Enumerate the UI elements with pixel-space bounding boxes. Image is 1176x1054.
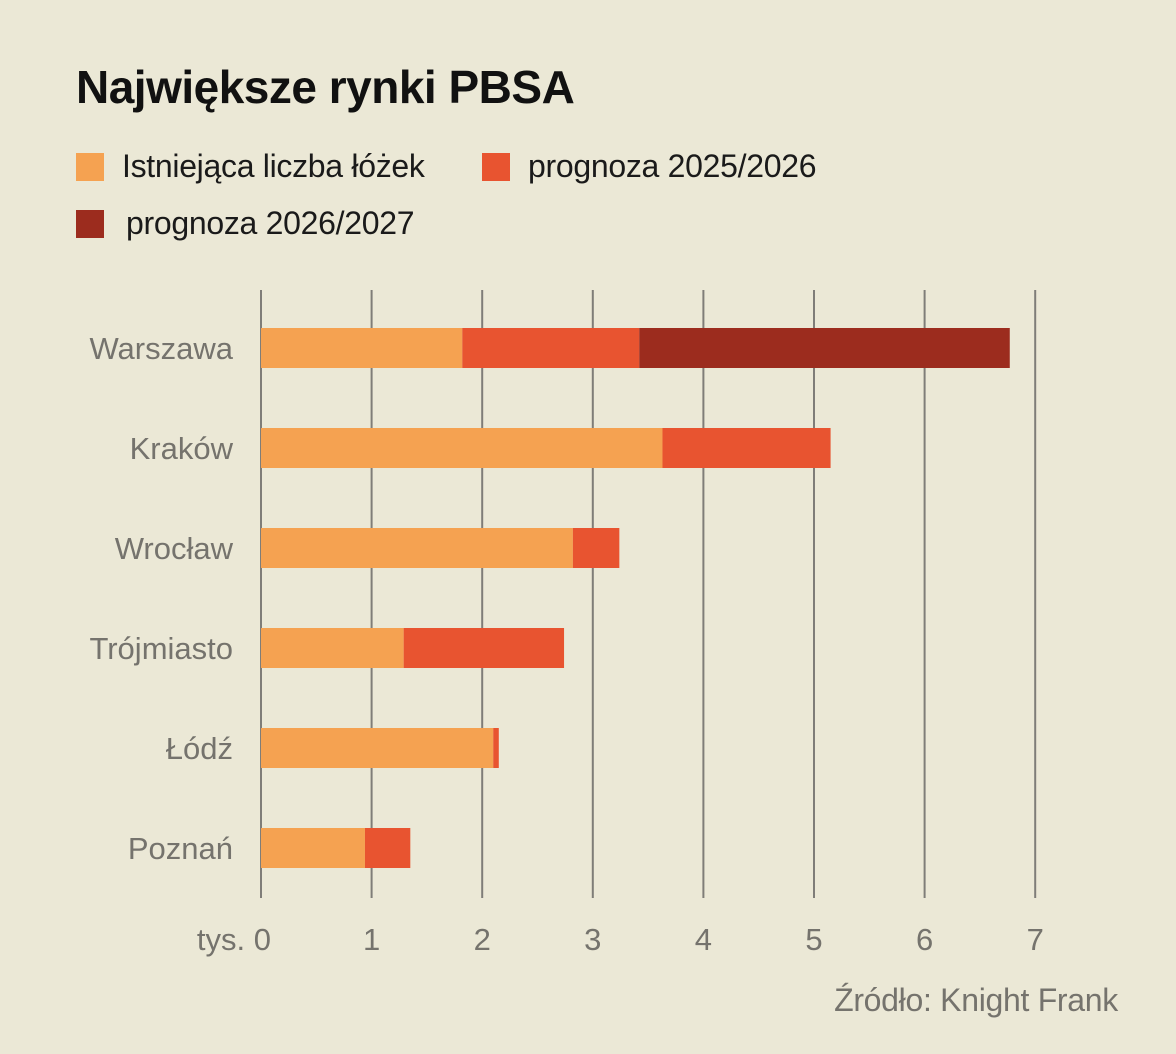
legend-label-existing: Istniejąca liczba łóżek bbox=[122, 148, 425, 184]
category-label-3: Trójmiasto bbox=[89, 631, 233, 666]
legend-label-forecast-2026: prognoza 2026/2027 bbox=[126, 205, 415, 241]
bar-0-series-0 bbox=[261, 328, 463, 368]
x-tick-label-7: 7 bbox=[1027, 922, 1044, 957]
x-tick-label-1: 1 bbox=[363, 922, 380, 957]
legend-item-forecast-2025: prognoza 2025/2026 bbox=[482, 148, 817, 185]
bar-5-series-1 bbox=[364, 828, 411, 868]
category-label-1: Kraków bbox=[130, 431, 234, 466]
bar-1-series-0 bbox=[261, 428, 663, 468]
category-label-0: Warszawa bbox=[89, 331, 233, 366]
x-tick-label-5: 5 bbox=[805, 922, 822, 957]
category-label-2: Wrocław bbox=[115, 531, 234, 566]
x-tick-label-4: 4 bbox=[695, 922, 712, 957]
x-tick-label-0: tys. 0 bbox=[197, 922, 271, 957]
legend-swatch-existing bbox=[76, 152, 104, 181]
bar-3-series-1 bbox=[403, 628, 565, 668]
bar-2-series-0 bbox=[261, 528, 573, 568]
legend-swatch-forecast-2026 bbox=[76, 209, 104, 238]
chart-title: Największe rynki PBSA bbox=[76, 61, 575, 113]
bar-0-series-1 bbox=[462, 328, 640, 368]
x-tick-label-3: 3 bbox=[584, 922, 601, 957]
x-tick-label-6: 6 bbox=[916, 922, 933, 957]
category-label-4: Łódź bbox=[166, 731, 233, 766]
bar-0-series-2 bbox=[639, 328, 1010, 368]
legend-item-forecast-2026: prognoza 2026/2027 bbox=[76, 205, 415, 242]
category-label-5: Poznań bbox=[128, 831, 233, 866]
bar-4-series-1 bbox=[493, 728, 499, 768]
legend-label-forecast-2025: prognoza 2025/2026 bbox=[528, 148, 817, 184]
bar-2-series-1 bbox=[572, 528, 620, 568]
legend-swatch-forecast-2025 bbox=[482, 152, 510, 181]
bar-1-series-1 bbox=[662, 428, 831, 468]
bar-5-series-0 bbox=[261, 828, 365, 868]
bar-3-series-0 bbox=[261, 628, 404, 668]
legend-item-existing: Istniejąca liczba łóżek bbox=[76, 148, 425, 185]
x-tick-label-2: 2 bbox=[474, 922, 491, 957]
source-note: Źródło: Knight Frank bbox=[834, 982, 1118, 1018]
bar-4-series-0 bbox=[261, 728, 494, 768]
